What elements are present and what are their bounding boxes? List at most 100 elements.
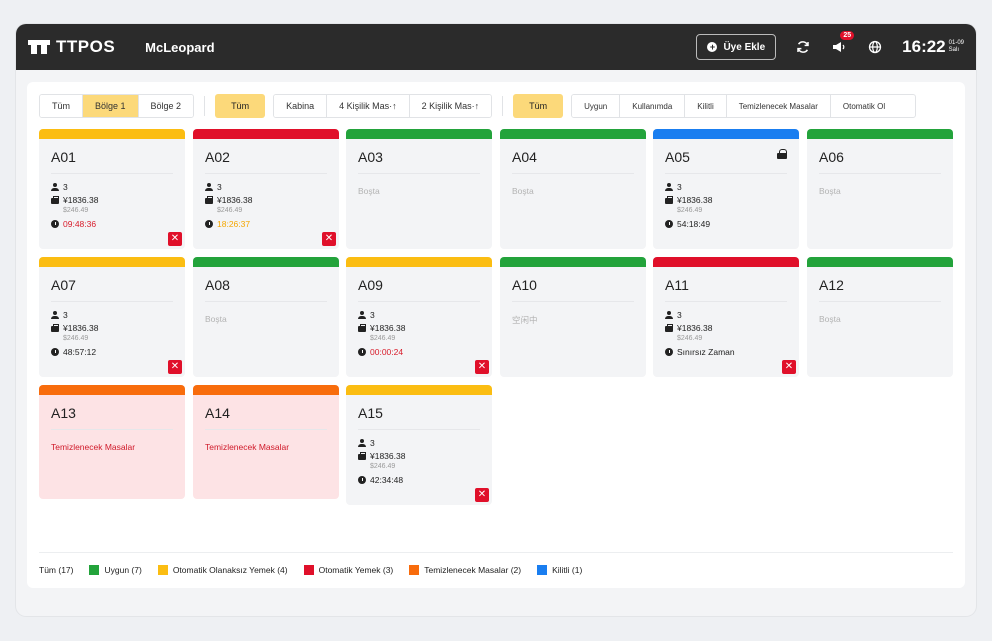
- type-filter-all[interactable]: Tüm: [215, 94, 266, 118]
- order-amount-usd: $246.49: [677, 207, 703, 214]
- close-table-button[interactable]: ✕: [168, 360, 182, 374]
- legend-item[interactable]: Otomatik Olanaksız Yemek (4): [157, 565, 288, 575]
- filter-bar: Tüm Bölge 1 Bölge 2 Tüm Kabina 4 Kişilik Ma…: [39, 94, 917, 118]
- status-strip: [346, 129, 492, 139]
- table-name: A15: [358, 405, 383, 421]
- user-icon: [51, 311, 59, 319]
- close-table-button[interactable]: ✕: [475, 488, 489, 502]
- table-card[interactable]: A06 Boşta: [807, 129, 953, 249]
- add-member-button[interactable]: + Üye Ekle: [696, 34, 777, 60]
- table-card[interactable]: A05 3 ¥1836.38 $246.49 54:18:49: [653, 129, 799, 249]
- region-tab[interactable]: Bölge 2: [138, 95, 194, 117]
- table-status: Boşta: [819, 314, 841, 324]
- status-strip: [346, 257, 492, 267]
- legend-item[interactable]: Otomatik Yemek (3): [303, 565, 393, 575]
- elapsed-time-value: 09:48:36: [63, 219, 97, 229]
- divider: [665, 301, 787, 302]
- refresh-icon[interactable]: [794, 38, 812, 56]
- region-tab[interactable]: Bölge 1: [83, 95, 139, 117]
- table-name: A09: [358, 277, 383, 293]
- status-strip: [807, 129, 953, 139]
- status-tab[interactable]: Kullanımda: [620, 95, 686, 117]
- status-tab[interactable]: Otomatik Ol: [830, 95, 898, 117]
- status-strip: [39, 257, 185, 267]
- divider: [51, 301, 173, 302]
- table-card[interactable]: A03 Boşta: [346, 129, 492, 249]
- legend-label: Uygun (7): [104, 565, 142, 575]
- order-amount-value: ¥1836.38: [63, 323, 99, 333]
- order-amount: ¥1836.38: [653, 195, 799, 205]
- table-name: A07: [51, 277, 76, 293]
- globe-icon[interactable]: [866, 38, 884, 56]
- legend-total[interactable]: Tüm (17): [39, 565, 74, 575]
- top-bar: TTPOS McLeopard + Üye Ekle 25 16:22 01-0…: [16, 24, 976, 70]
- legend-item[interactable]: Kilitli (1): [537, 565, 582, 575]
- table-card[interactable]: A09 3 ¥1836.38 $246.49 00:00:24 ✕: [346, 257, 492, 377]
- table-card[interactable]: A01 3 ¥1836.38 $246.49 09:48:36 ✕: [39, 129, 185, 249]
- type-tab[interactable]: 4 Kişilik Mas·↑: [327, 95, 410, 117]
- table-card[interactable]: A04 Boşta: [500, 129, 646, 249]
- status-tab[interactable]: Temizlenecek Masalar: [726, 95, 831, 117]
- guest-count: 3: [39, 310, 185, 320]
- elapsed-time: 00:00:24: [346, 347, 492, 357]
- guest-count-value: 3: [677, 310, 682, 320]
- close-table-button[interactable]: ✕: [475, 360, 489, 374]
- order-amount-usd: $246.49: [63, 335, 89, 342]
- elapsed-time-value: Sınırsız Zaman: [677, 347, 735, 357]
- clock-icon: [51, 220, 59, 228]
- type-tab[interactable]: 2 Kişilik Mas·↑: [409, 95, 492, 117]
- table-name: A08: [205, 277, 230, 293]
- table-name: A11: [665, 277, 689, 293]
- legend-item[interactable]: Temizlenecek Masalar (2): [409, 565, 521, 575]
- table-status: Boşta: [358, 186, 380, 196]
- notification-badge: 25: [840, 31, 855, 40]
- status-tab[interactable]: Kilitli: [685, 95, 727, 117]
- order-amount: ¥1836.38: [39, 323, 185, 333]
- order-amount: ¥1836.38: [346, 451, 492, 461]
- clock-icon: [358, 476, 366, 484]
- legend-item[interactable]: Uygun (7): [89, 565, 142, 575]
- lock-icon: [777, 149, 787, 159]
- divider: [205, 173, 327, 174]
- order-amount: ¥1836.38: [346, 323, 492, 333]
- table-card[interactable]: A08 Boşta: [193, 257, 339, 377]
- table-status: Temizlenecek Masalar: [51, 442, 136, 452]
- elapsed-time: 18:26:37: [193, 219, 339, 229]
- close-table-button[interactable]: ✕: [322, 232, 336, 246]
- legend-swatch: [303, 565, 314, 575]
- guest-count-value: 3: [370, 310, 375, 320]
- divider: [51, 429, 173, 430]
- table-card[interactable]: A14 Temizlenecek Masalar: [193, 385, 339, 499]
- status-tab[interactable]: Uygun: [572, 95, 621, 117]
- status-strip: [653, 257, 799, 267]
- status-filter-all[interactable]: Tüm: [513, 94, 564, 118]
- guest-count: 3: [346, 310, 492, 320]
- table-card[interactable]: A12 Boşta: [807, 257, 953, 377]
- user-icon: [358, 311, 366, 319]
- region-tab[interactable]: Tüm: [40, 95, 83, 117]
- table-card[interactable]: A13 Temizlenecek Masalar: [39, 385, 185, 499]
- order-amount-value: ¥1836.38: [217, 195, 253, 205]
- clock-icon: [665, 220, 673, 228]
- divider: [358, 301, 480, 302]
- table-card[interactable]: A07 3 ¥1836.38 $246.49 48:57:12 ✕: [39, 257, 185, 377]
- guest-count-value: 3: [370, 438, 375, 448]
- bag-icon: [665, 324, 673, 332]
- table-card[interactable]: A11 3 ¥1836.38 $246.49 Sınırsız Zaman ✕: [653, 257, 799, 377]
- status-strip: [653, 129, 799, 139]
- legend-swatch: [409, 565, 420, 575]
- table-name: A14: [205, 405, 230, 421]
- close-table-button[interactable]: ✕: [168, 232, 182, 246]
- speaker-icon[interactable]: 25: [830, 31, 855, 56]
- table-card[interactable]: A02 3 ¥1836.38 $246.49 18:26:37 ✕: [193, 129, 339, 249]
- legend-label: Temizlenecek Masalar (2): [424, 565, 522, 575]
- divider: [819, 301, 941, 302]
- table-card[interactable]: A15 3 ¥1836.38 $246.49 42:34:48 ✕: [346, 385, 492, 505]
- type-tab[interactable]: Kabina: [274, 95, 328, 117]
- store-name[interactable]: McLeopard: [145, 39, 215, 55]
- order-amount-usd: $246.49: [370, 335, 396, 342]
- app-window: TTPOS McLeopard + Üye Ekle 25 16:22 01-0…: [16, 24, 976, 616]
- close-table-button[interactable]: ✕: [782, 360, 796, 374]
- table-card[interactable]: A10 空闲中: [500, 257, 646, 377]
- table-name: A02: [205, 149, 230, 165]
